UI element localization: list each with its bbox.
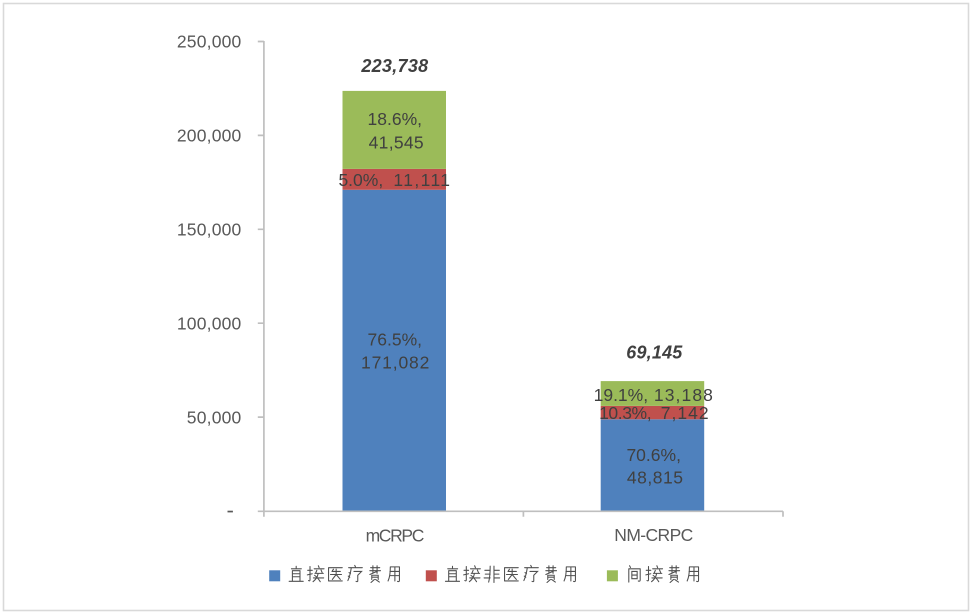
svg-text:11,111: 11,111 bbox=[393, 170, 451, 190]
svg-text:200,000: 200,000 bbox=[177, 126, 242, 146]
svg-text:48,815: 48,815 bbox=[627, 468, 684, 488]
svg-text:76.5%,: 76.5%, bbox=[368, 330, 422, 350]
svg-text:150,000: 150,000 bbox=[177, 220, 242, 240]
svg-text:50,000: 50,000 bbox=[187, 407, 242, 427]
svg-text:171,082: 171,082 bbox=[361, 352, 430, 372]
svg-text:mCRPC: mCRPC bbox=[366, 525, 424, 545]
svg-text:13,188: 13,188 bbox=[654, 385, 714, 405]
svg-text:223,738: 223,738 bbox=[360, 56, 428, 76]
svg-text:7,142: 7,142 bbox=[661, 403, 710, 423]
svg-text:18.6%,: 18.6%, bbox=[368, 109, 422, 129]
svg-text:100,000: 100,000 bbox=[177, 313, 242, 333]
svg-text:NM-CRPC: NM-CRPC bbox=[614, 525, 692, 545]
svg-text:10.3%,: 10.3%, bbox=[599, 403, 651, 423]
svg-text:250,000: 250,000 bbox=[177, 32, 242, 52]
svg-text:5.0%,: 5.0%, bbox=[338, 170, 383, 190]
svg-text:19.1%,: 19.1%, bbox=[594, 385, 648, 405]
svg-text:70.6%,: 70.6%, bbox=[626, 445, 680, 465]
svg-text:41,545: 41,545 bbox=[369, 132, 424, 152]
svg-text:69,145: 69,145 bbox=[626, 343, 683, 363]
